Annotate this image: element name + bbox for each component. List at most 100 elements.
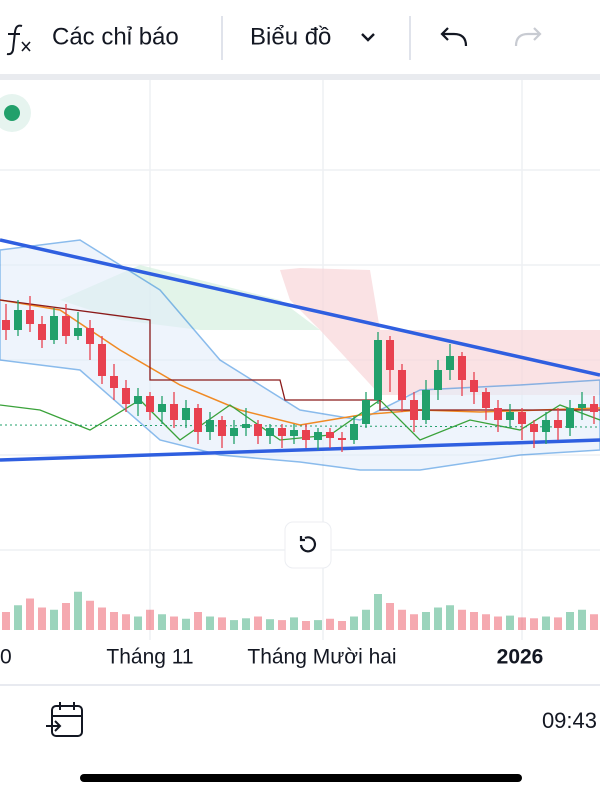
indicators-label: Các chỉ báo <box>52 23 179 50</box>
volume-bar <box>350 616 358 630</box>
candle-body <box>146 396 154 412</box>
candle-body <box>266 428 274 436</box>
candle-body <box>134 396 142 404</box>
volume-bar <box>206 616 214 630</box>
candle-body <box>86 328 94 344</box>
volume-bar <box>518 617 526 630</box>
redo-button[interactable] <box>514 27 542 47</box>
candle-body <box>182 408 190 420</box>
candle-body <box>254 424 262 436</box>
volume-bar <box>278 620 286 630</box>
candle-body <box>554 420 562 428</box>
candle-body <box>566 408 574 428</box>
candle-body <box>14 310 22 330</box>
candle-body <box>482 392 490 408</box>
volume-bar <box>290 617 298 630</box>
candle-body <box>494 408 502 420</box>
base-line <box>0 299 600 411</box>
candle-body <box>422 390 430 420</box>
volume-bar <box>554 617 562 630</box>
volume-bar <box>494 616 502 630</box>
legend-dot <box>4 105 20 121</box>
volume-bar <box>506 615 514 630</box>
candle-body <box>386 340 394 370</box>
volume-bar <box>26 598 34 630</box>
candle-body <box>230 428 238 436</box>
volume-bar <box>458 609 466 630</box>
candle-body <box>350 424 358 440</box>
volume-bar <box>242 618 250 630</box>
volume-bar <box>74 591 82 630</box>
volume-bar <box>470 612 478 630</box>
volume-bar <box>266 619 274 630</box>
volume-bar <box>302 621 310 630</box>
candle-body <box>470 380 478 392</box>
reset-icon <box>299 536 317 553</box>
volume-bar <box>38 607 46 630</box>
volume-bar <box>158 614 166 630</box>
volume-bar <box>362 609 370 630</box>
candle-body <box>170 404 178 420</box>
candle-body <box>434 370 442 390</box>
candle-body <box>326 432 334 438</box>
candle-body <box>122 388 130 404</box>
candle-body <box>290 430 298 436</box>
trend-line <box>0 438 600 462</box>
volume-bar <box>446 605 454 630</box>
x-axis-label: 0 <box>0 646 12 669</box>
candle-body <box>446 356 454 370</box>
ichimoku-cloud <box>280 268 600 395</box>
fx-icon <box>21 41 31 52</box>
candle-body <box>2 320 10 330</box>
volume-bar <box>98 607 106 630</box>
candle-body <box>590 404 598 412</box>
volume-bar <box>146 609 154 630</box>
candle-body <box>26 310 34 324</box>
volume-bar <box>530 618 538 630</box>
volume-bar <box>398 609 406 630</box>
candle-body <box>362 400 370 424</box>
volume-bar <box>50 609 58 630</box>
candle-body <box>242 424 250 428</box>
volume-bar <box>326 618 334 630</box>
candle-body <box>506 412 514 420</box>
candle-body <box>158 404 166 412</box>
candle-body <box>374 340 382 400</box>
candle-body <box>410 400 418 420</box>
candle-body <box>302 430 310 440</box>
volume-bar <box>134 616 142 630</box>
candle-body <box>542 420 550 432</box>
x-axis-label: 2026 <box>497 646 544 669</box>
price-line <box>0 424 600 428</box>
volume-bar <box>86 600 94 630</box>
volume-bar <box>542 616 550 630</box>
undo-button[interactable] <box>440 27 468 47</box>
volume-bar <box>194 612 202 630</box>
candle-body <box>518 412 526 424</box>
volume-bar <box>374 594 382 630</box>
candle-body <box>458 356 466 380</box>
reset-button[interactable] <box>284 521 332 569</box>
date-range-button[interactable] <box>46 702 83 737</box>
volume-bar <box>422 612 430 630</box>
volume-bar <box>338 621 346 630</box>
volume-bar <box>578 609 586 630</box>
volume-bar <box>182 618 190 630</box>
toolbar-border <box>0 74 600 80</box>
home-indicator <box>80 774 522 782</box>
candle-body <box>398 370 406 400</box>
indicators-button[interactable]: Các chỉ báo <box>6 23 179 56</box>
candle-body <box>218 420 226 436</box>
candle-body <box>98 344 106 376</box>
candle-body <box>38 324 46 340</box>
volume-bar <box>254 616 262 630</box>
chart-type-button[interactable]: Biểu đồ <box>250 23 375 50</box>
candles <box>2 296 598 452</box>
clock: 09:43 <box>542 708 597 733</box>
chevron <box>361 33 375 42</box>
candle-body <box>194 408 202 432</box>
candle-body <box>74 328 82 336</box>
candle-body <box>206 420 214 432</box>
volume-bar <box>434 607 442 630</box>
